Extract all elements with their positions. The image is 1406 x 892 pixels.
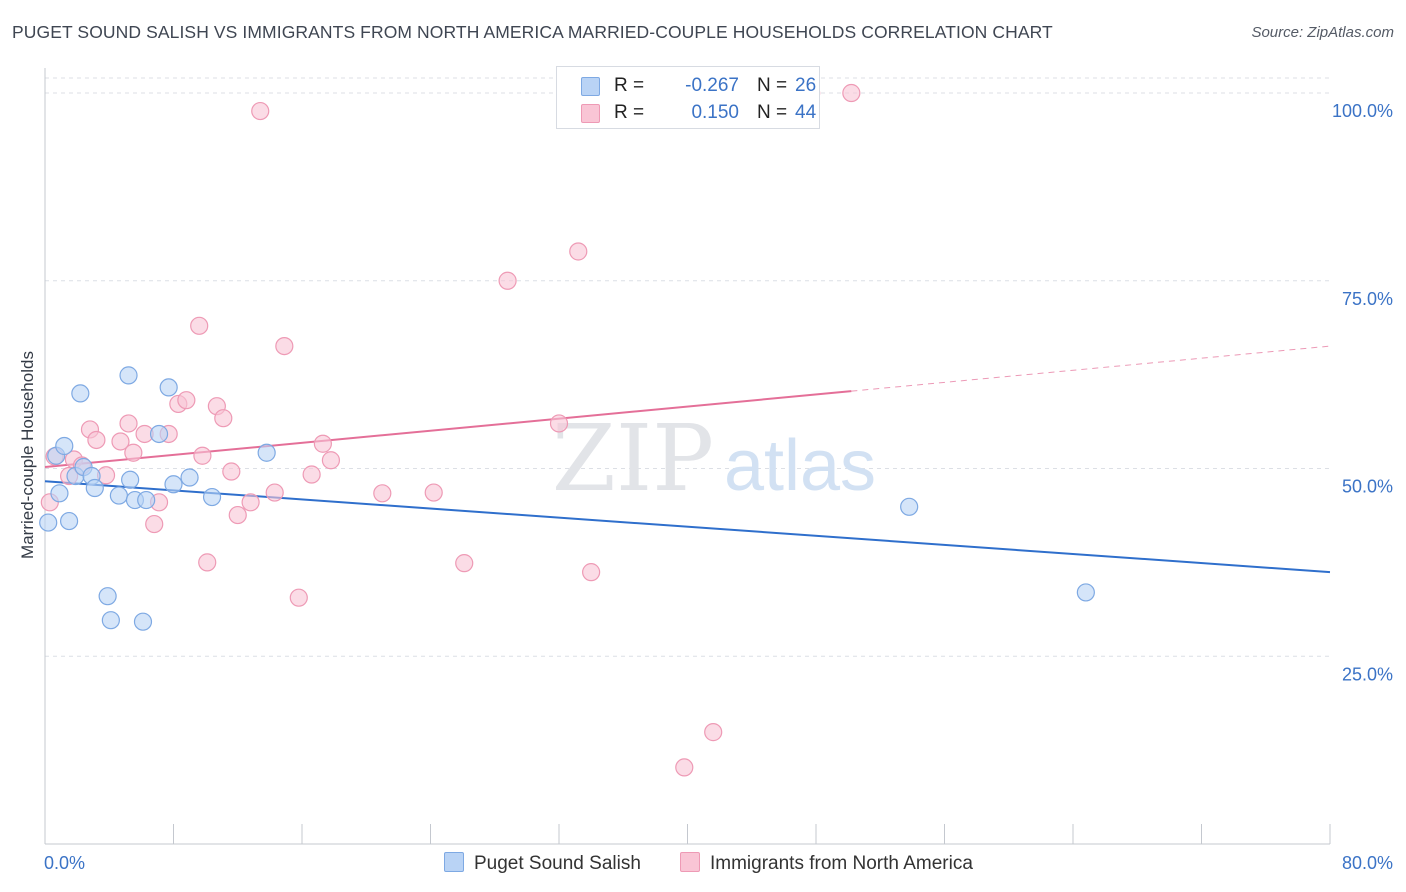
pink-point <box>177 391 196 410</box>
series-swatch-blue <box>444 852 464 872</box>
blue-point <box>101 611 120 630</box>
blue-point <box>59 511 79 531</box>
pink-point <box>549 414 569 433</box>
pink-point <box>455 554 474 573</box>
pink-point <box>302 465 321 484</box>
pink-point <box>119 414 138 433</box>
pink-trend-extension <box>851 345 1331 392</box>
blue-point <box>50 484 69 503</box>
tick-label-layer: 25.0% 50.0% 75.0% 100.0% 0.0% 80.0% <box>44 101 1393 873</box>
pink-point <box>198 553 217 572</box>
legend-r-value-blue: -0.267 <box>685 75 739 96</box>
blue-point <box>180 468 199 487</box>
pink-point <box>241 493 260 512</box>
pink-point <box>87 430 106 450</box>
point-layer <box>39 83 1095 777</box>
grid-layer <box>45 77 1330 657</box>
pink-point <box>424 483 443 502</box>
pink-point <box>124 443 143 462</box>
source-label: Source: ZipAtlas.com <box>1251 24 1394 41</box>
pink-point <box>675 758 694 777</box>
pink-point <box>373 484 392 503</box>
y-tick-label: 75.0% <box>1342 289 1393 309</box>
pink-point <box>228 505 247 525</box>
pink-point <box>569 242 588 261</box>
pink-point <box>190 316 209 335</box>
pink-point <box>222 462 241 481</box>
watermark: ZIP atlas <box>552 405 876 512</box>
series-label-blue: Puget Sound Salish <box>474 853 641 874</box>
y-tick-label: 100.0% <box>1332 101 1393 121</box>
legend-n-label: N = <box>757 75 788 96</box>
series-label-pink: Immigrants from North America <box>710 853 973 874</box>
legend-n-label: N = <box>757 102 788 123</box>
axis-layer <box>44 68 1331 845</box>
x-tick-label-max: 80.0% <box>1342 853 1393 873</box>
series-legend-blue: Puget Sound Salish <box>444 852 641 875</box>
pink-point <box>251 101 270 121</box>
legend-r-label: R = <box>614 102 645 123</box>
blue-point <box>164 475 183 494</box>
legend-n-value-pink: 44 <box>795 102 817 123</box>
blue-point <box>71 384 90 403</box>
blue-point <box>121 470 140 489</box>
pink-point <box>275 337 294 356</box>
series-swatch-pink <box>680 852 700 872</box>
correlation-legend: R = -0.267 N = 26 R = 0.150 N = 44 <box>556 66 820 129</box>
pink-point <box>582 563 601 582</box>
blue-point <box>119 366 138 385</box>
pink-point <box>704 723 723 742</box>
watermark-atlas: atlas <box>724 426 876 506</box>
blue-point <box>149 424 169 444</box>
blue-trend-line <box>44 480 1331 574</box>
y-tick-label: 25.0% <box>1342 664 1393 684</box>
legend-r-label: R = <box>614 75 645 96</box>
x-tick-label-min: 0.0% <box>44 853 85 873</box>
pink-point <box>265 483 284 502</box>
legend-swatch-pink <box>581 104 600 123</box>
blue-point <box>85 478 104 498</box>
y-tick-label: 50.0% <box>1342 477 1393 497</box>
legend-n-value-blue: 26 <box>795 75 817 96</box>
blue-point <box>109 486 128 505</box>
blue-point <box>137 490 156 510</box>
pink-point <box>498 271 517 290</box>
watermark-zip: ZIP <box>552 405 714 512</box>
legend-swatch-blue <box>581 77 600 96</box>
pink-point <box>313 434 332 453</box>
pink-point <box>111 432 130 451</box>
blue-point <box>202 487 222 507</box>
pink-point <box>193 446 212 465</box>
blue-point <box>159 378 178 397</box>
legend-r-value-pink: 0.150 <box>691 102 739 123</box>
chart-title: PUGET SOUND SALISH VS IMMIGRANTS FROM NO… <box>12 22 1053 42</box>
pink-trend-line <box>44 390 852 469</box>
blue-point <box>257 443 276 462</box>
blue-point <box>1076 583 1095 602</box>
blue-point <box>39 513 58 532</box>
blue-point <box>900 497 919 516</box>
blue-point <box>98 587 117 606</box>
pink-point <box>289 588 308 607</box>
pink-point <box>321 451 341 470</box>
pink-point <box>842 83 861 103</box>
blue-point <box>133 612 153 631</box>
trend-layer <box>44 345 1331 574</box>
pink-point <box>214 409 233 428</box>
pink-point <box>145 514 164 534</box>
blue-point <box>55 436 74 456</box>
series-legend-pink: Immigrants from North America <box>680 852 973 875</box>
